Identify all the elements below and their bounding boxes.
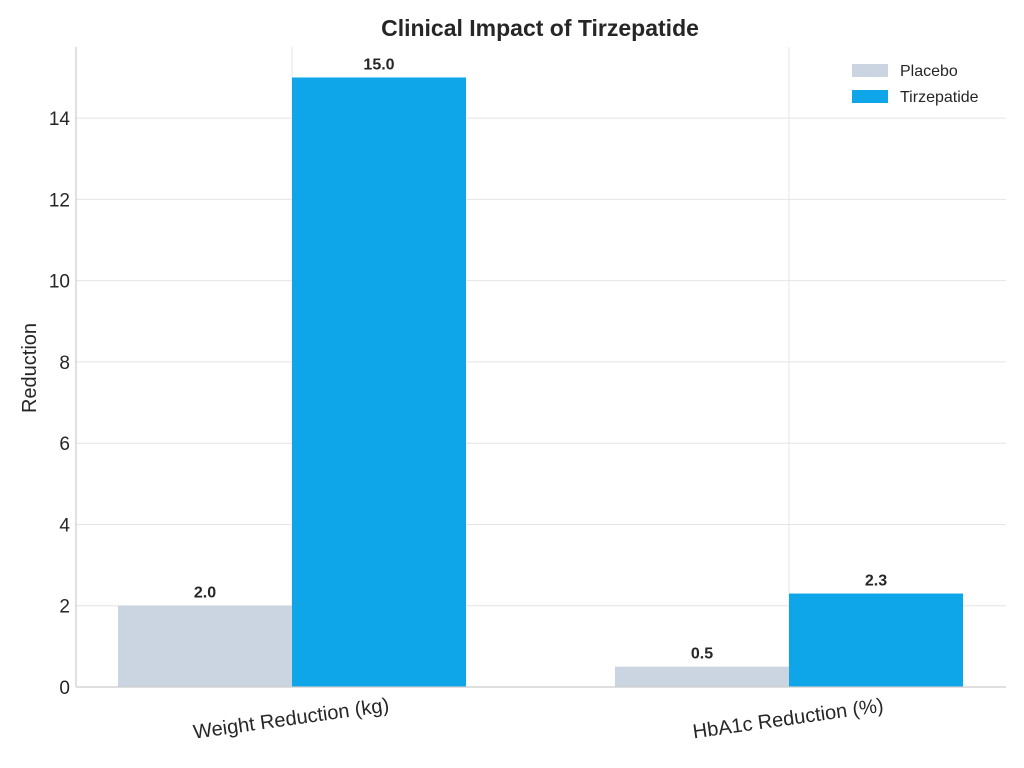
legend-swatch-placebo — [852, 64, 888, 77]
legend: Placebo Tirzepatide — [852, 63, 979, 106]
legend-swatch-tirzepatide — [852, 90, 888, 103]
chart-title: Clinical Impact of Tirzepatide — [381, 15, 699, 41]
y-axis-label: Reduction — [19, 323, 41, 413]
bar-tirzepatide — [292, 77, 466, 687]
data-label-tirzepatide: 2.3 — [865, 573, 887, 590]
legend-label-placebo: Placebo — [900, 63, 958, 80]
legend-label-tirzepatide: Tirzepatide — [900, 89, 979, 106]
data-label-tirzepatide: 15.0 — [363, 56, 394, 73]
data-label-placebo: 0.5 — [691, 646, 713, 663]
axes — [75, 47, 1006, 688]
y-tick-label: 4 — [59, 515, 70, 536]
y-tick-label: 2 — [59, 597, 70, 618]
x-tick-label: Weight Reduction (kg) — [192, 694, 391, 743]
y-tick-label: 12 — [49, 190, 70, 211]
y-tick-label: 14 — [49, 109, 71, 130]
x-tick-labels: Weight Reduction (kg) HbA1c Reduction (%) — [192, 694, 885, 743]
bar-tirzepatide — [789, 593, 963, 687]
bar-placebo — [615, 666, 789, 687]
y-tick-label: 10 — [49, 272, 70, 293]
data-label-placebo: 2.0 — [194, 585, 216, 602]
data-labels: 2.0 0.5 15.0 2.3 — [194, 56, 887, 662]
y-tick-label: 6 — [59, 434, 70, 455]
bars — [118, 77, 963, 687]
y-tick-label: 0 — [59, 678, 70, 699]
bar-placebo — [118, 605, 292, 687]
y-ticks: 0 2 4 6 8 10 12 14 — [49, 109, 71, 699]
y-tick-label: 8 — [59, 353, 70, 374]
x-tick-label: HbA1c Reduction (%) — [691, 695, 885, 744]
